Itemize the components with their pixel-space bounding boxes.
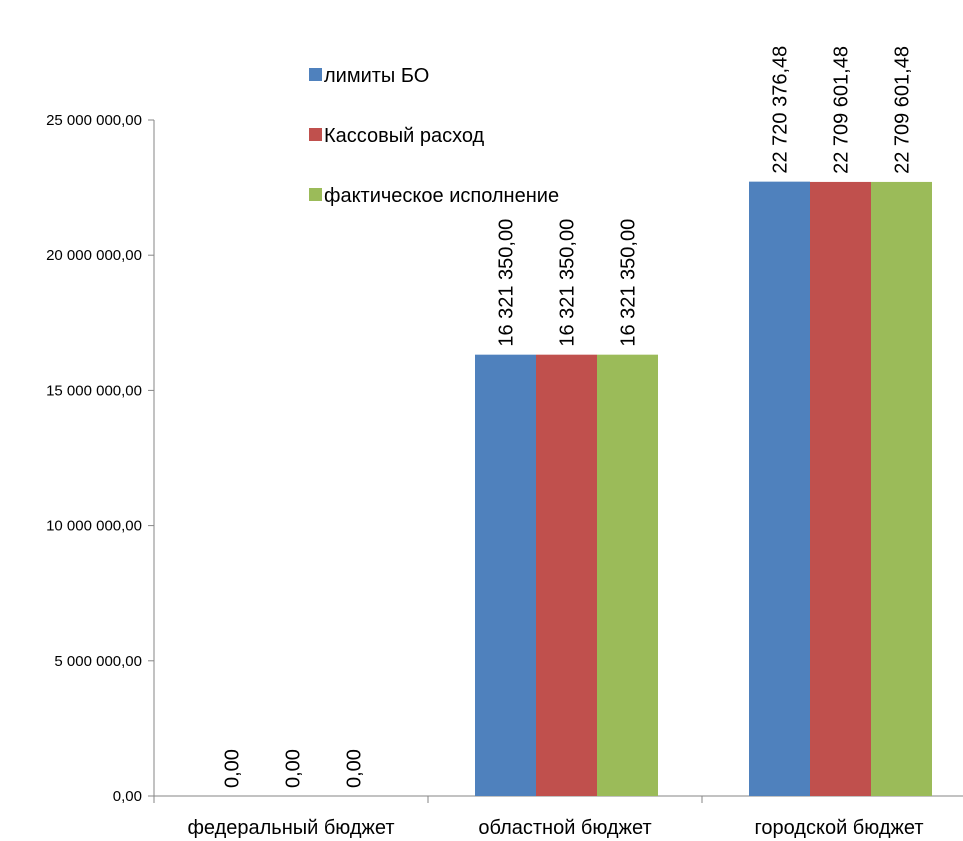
legend-label: Кассовый расход — [324, 125, 485, 147]
y-tick-label: 0,00 — [113, 788, 142, 805]
bar-value-label: 16 321 350,00 — [618, 219, 640, 347]
x-category-label: городской бюджет — [755, 817, 924, 839]
bar — [597, 355, 658, 796]
chart-legend: лимиты БО Кассовый расход фактическое испо… — [309, 65, 559, 207]
bar-value-label: 16 321 350,00 — [557, 219, 579, 347]
x-category-label: областной бюджет — [478, 817, 651, 839]
legend-swatch — [309, 128, 322, 141]
y-tick-label: 5 000 000,00 — [54, 653, 142, 670]
chart-bars — [475, 182, 932, 796]
bar — [810, 182, 871, 796]
bar-value-label: 0,00 — [222, 749, 244, 788]
bar — [749, 182, 810, 796]
bar-value-label: 0,00 — [344, 749, 366, 788]
y-tick-label: 20 000 000,00 — [46, 247, 142, 264]
bar-value-label: 22 709 601,48 — [831, 46, 853, 174]
y-tick-label: 10 000 000,00 — [46, 518, 142, 535]
bar-value-label: 0,00 — [283, 749, 305, 788]
bar — [871, 182, 932, 796]
x-category-label: федеральный бюджет — [187, 817, 394, 839]
bar-value-label: 22 709 601,48 — [892, 46, 914, 174]
y-tick-label: 25 000 000,00 — [46, 112, 142, 129]
y-tick-label: 15 000 000,00 — [46, 382, 142, 399]
bar — [475, 355, 536, 796]
bar-value-label: 16 321 350,00 — [496, 219, 518, 347]
legend-swatch — [309, 68, 322, 81]
legend-label: лимиты БО — [324, 65, 429, 87]
bar — [536, 355, 597, 796]
legend-label: фактическое исполнение — [324, 185, 559, 207]
bar-value-label: 22 720 376,48 — [770, 46, 792, 174]
legend-swatch — [309, 188, 322, 201]
